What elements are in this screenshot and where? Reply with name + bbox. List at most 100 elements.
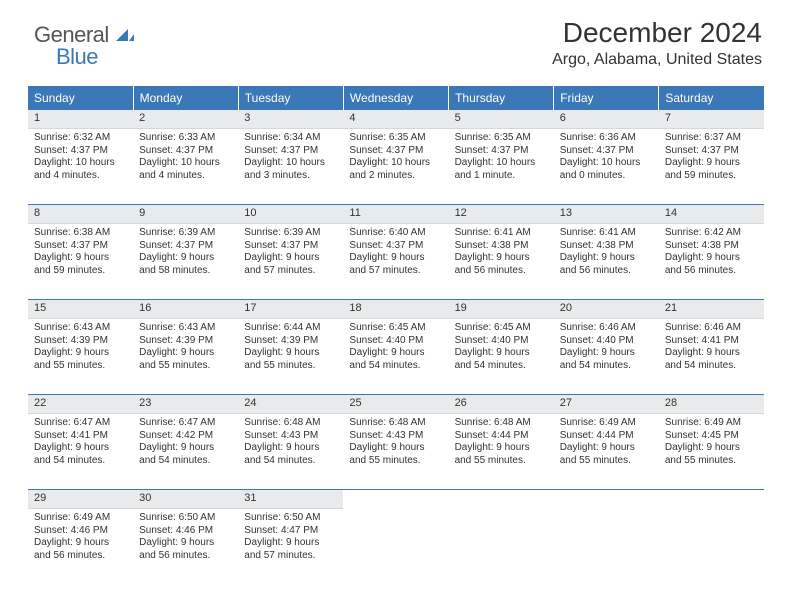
daylight-line: Daylight: 9 hours and 56 minutes. xyxy=(139,537,232,562)
sunset-line: Sunset: 4:40 PM xyxy=(560,335,653,348)
day-cell: 14Sunrise: 6:42 AMSunset: 4:38 PMDayligh… xyxy=(659,205,764,291)
day-cell: 26Sunrise: 6:48 AMSunset: 4:44 PMDayligh… xyxy=(449,395,554,481)
day-cell: 3Sunrise: 6:34 AMSunset: 4:37 PMDaylight… xyxy=(238,110,343,196)
day-cell: 12Sunrise: 6:41 AMSunset: 4:38 PMDayligh… xyxy=(449,205,554,291)
daylight-line: Daylight: 10 hours and 4 minutes. xyxy=(34,157,127,182)
sunset-line: Sunset: 4:37 PM xyxy=(665,145,758,158)
daylight-line: Daylight: 10 hours and 0 minutes. xyxy=(560,157,653,182)
day-header: Friday xyxy=(554,86,659,110)
day-number: 8 xyxy=(28,205,133,224)
day-cell: 4Sunrise: 6:35 AMSunset: 4:37 PMDaylight… xyxy=(343,110,448,196)
day-body: Sunrise: 6:49 AMSunset: 4:44 PMDaylight:… xyxy=(554,414,659,469)
spacer-row xyxy=(28,481,764,489)
daylight-line: Daylight: 9 hours and 54 minutes. xyxy=(349,347,442,372)
title-block: December 2024 Argo, Alabama, United Stat… xyxy=(552,18,762,69)
week-row: 22Sunrise: 6:47 AMSunset: 4:41 PMDayligh… xyxy=(28,395,764,481)
day-body: Sunrise: 6:48 AMSunset: 4:44 PMDaylight:… xyxy=(449,414,554,469)
day-cell: 6Sunrise: 6:36 AMSunset: 4:37 PMDaylight… xyxy=(554,110,659,196)
spacer-row xyxy=(28,291,764,299)
day-body: Sunrise: 6:45 AMSunset: 4:40 PMDaylight:… xyxy=(449,319,554,374)
day-header-row: Sunday Monday Tuesday Wednesday Thursday… xyxy=(28,86,764,110)
sunrise-line: Sunrise: 6:47 AM xyxy=(139,417,232,430)
day-cell xyxy=(554,490,659,576)
day-header: Thursday xyxy=(449,86,554,110)
sunset-line: Sunset: 4:37 PM xyxy=(349,240,442,253)
sunrise-line: Sunrise: 6:41 AM xyxy=(560,227,653,240)
daylight-line: Daylight: 9 hours and 57 minutes. xyxy=(244,252,337,277)
sunset-line: Sunset: 4:38 PM xyxy=(455,240,548,253)
sunset-line: Sunset: 4:44 PM xyxy=(560,430,653,443)
day-header: Tuesday xyxy=(238,86,343,110)
day-header: Monday xyxy=(133,86,238,110)
day-number: 25 xyxy=(343,395,448,414)
location-text: Argo, Alabama, United States xyxy=(552,51,762,69)
sunset-line: Sunset: 4:37 PM xyxy=(244,145,337,158)
day-body: Sunrise: 6:50 AMSunset: 4:47 PMDaylight:… xyxy=(238,509,343,564)
day-cell: 5Sunrise: 6:35 AMSunset: 4:37 PMDaylight… xyxy=(449,110,554,196)
sunset-line: Sunset: 4:38 PM xyxy=(665,240,758,253)
daylight-line: Daylight: 10 hours and 2 minutes. xyxy=(349,157,442,182)
day-cell: 21Sunrise: 6:46 AMSunset: 4:41 PMDayligh… xyxy=(659,300,764,386)
day-body: Sunrise: 6:48 AMSunset: 4:43 PMDaylight:… xyxy=(238,414,343,469)
sunset-line: Sunset: 4:44 PM xyxy=(455,430,548,443)
sunrise-line: Sunrise: 6:40 AM xyxy=(349,227,442,240)
brand-word-blue: Blue xyxy=(56,44,98,69)
day-body: Sunrise: 6:33 AMSunset: 4:37 PMDaylight:… xyxy=(133,129,238,184)
sunrise-line: Sunrise: 6:50 AM xyxy=(139,512,232,525)
day-cell: 13Sunrise: 6:41 AMSunset: 4:38 PMDayligh… xyxy=(554,205,659,291)
day-number: 5 xyxy=(449,110,554,129)
calendar-table: Sunday Monday Tuesday Wednesday Thursday… xyxy=(28,86,764,576)
sunset-line: Sunset: 4:37 PM xyxy=(139,240,232,253)
day-cell: 11Sunrise: 6:40 AMSunset: 4:37 PMDayligh… xyxy=(343,205,448,291)
day-number: 23 xyxy=(133,395,238,414)
day-body: Sunrise: 6:41 AMSunset: 4:38 PMDaylight:… xyxy=(449,224,554,279)
day-cell xyxy=(343,490,448,576)
day-body: Sunrise: 6:50 AMSunset: 4:46 PMDaylight:… xyxy=(133,509,238,564)
sunrise-line: Sunrise: 6:39 AM xyxy=(244,227,337,240)
sunset-line: Sunset: 4:38 PM xyxy=(560,240,653,253)
daylight-line: Daylight: 9 hours and 56 minutes. xyxy=(34,537,127,562)
day-body: Sunrise: 6:43 AMSunset: 4:39 PMDaylight:… xyxy=(133,319,238,374)
day-cell: 1Sunrise: 6:32 AMSunset: 4:37 PMDaylight… xyxy=(28,110,133,196)
sunrise-line: Sunrise: 6:49 AM xyxy=(560,417,653,430)
week-row: 1Sunrise: 6:32 AMSunset: 4:37 PMDaylight… xyxy=(28,110,764,196)
sunset-line: Sunset: 4:40 PM xyxy=(455,335,548,348)
day-cell: 16Sunrise: 6:43 AMSunset: 4:39 PMDayligh… xyxy=(133,300,238,386)
day-body: Sunrise: 6:47 AMSunset: 4:41 PMDaylight:… xyxy=(28,414,133,469)
sunrise-line: Sunrise: 6:32 AM xyxy=(34,132,127,145)
sunset-line: Sunset: 4:47 PM xyxy=(244,525,337,538)
day-number: 12 xyxy=(449,205,554,224)
day-number: 20 xyxy=(554,300,659,319)
daylight-line: Daylight: 10 hours and 3 minutes. xyxy=(244,157,337,182)
sunrise-line: Sunrise: 6:48 AM xyxy=(349,417,442,430)
sunrise-line: Sunrise: 6:47 AM xyxy=(34,417,127,430)
day-body: Sunrise: 6:35 AMSunset: 4:37 PMDaylight:… xyxy=(449,129,554,184)
day-number: 7 xyxy=(659,110,764,129)
daylight-line: Daylight: 9 hours and 55 minutes. xyxy=(560,442,653,467)
day-number: 19 xyxy=(449,300,554,319)
sunrise-line: Sunrise: 6:48 AM xyxy=(455,417,548,430)
day-number: 2 xyxy=(133,110,238,129)
day-cell: 10Sunrise: 6:39 AMSunset: 4:37 PMDayligh… xyxy=(238,205,343,291)
day-number: 30 xyxy=(133,490,238,509)
sail-icon xyxy=(116,27,134,41)
sunrise-line: Sunrise: 6:43 AM xyxy=(34,322,127,335)
day-cell: 28Sunrise: 6:49 AMSunset: 4:45 PMDayligh… xyxy=(659,395,764,481)
daylight-line: Daylight: 9 hours and 55 minutes. xyxy=(244,347,337,372)
sunset-line: Sunset: 4:41 PM xyxy=(665,335,758,348)
sunset-line: Sunset: 4:46 PM xyxy=(139,525,232,538)
day-body: Sunrise: 6:37 AMSunset: 4:37 PMDaylight:… xyxy=(659,129,764,184)
day-body: Sunrise: 6:35 AMSunset: 4:37 PMDaylight:… xyxy=(343,129,448,184)
day-cell: 22Sunrise: 6:47 AMSunset: 4:41 PMDayligh… xyxy=(28,395,133,481)
day-number: 24 xyxy=(238,395,343,414)
daylight-line: Daylight: 9 hours and 55 minutes. xyxy=(349,442,442,467)
daylight-line: Daylight: 9 hours and 55 minutes. xyxy=(665,442,758,467)
day-number: 31 xyxy=(238,490,343,509)
spacer-row xyxy=(28,386,764,394)
daylight-line: Daylight: 9 hours and 56 minutes. xyxy=(455,252,548,277)
daylight-line: Daylight: 9 hours and 56 minutes. xyxy=(665,252,758,277)
brand-text-block: General Blue xyxy=(34,22,134,74)
day-number: 27 xyxy=(554,395,659,414)
week-row: 29Sunrise: 6:49 AMSunset: 4:46 PMDayligh… xyxy=(28,490,764,576)
sunset-line: Sunset: 4:43 PM xyxy=(349,430,442,443)
